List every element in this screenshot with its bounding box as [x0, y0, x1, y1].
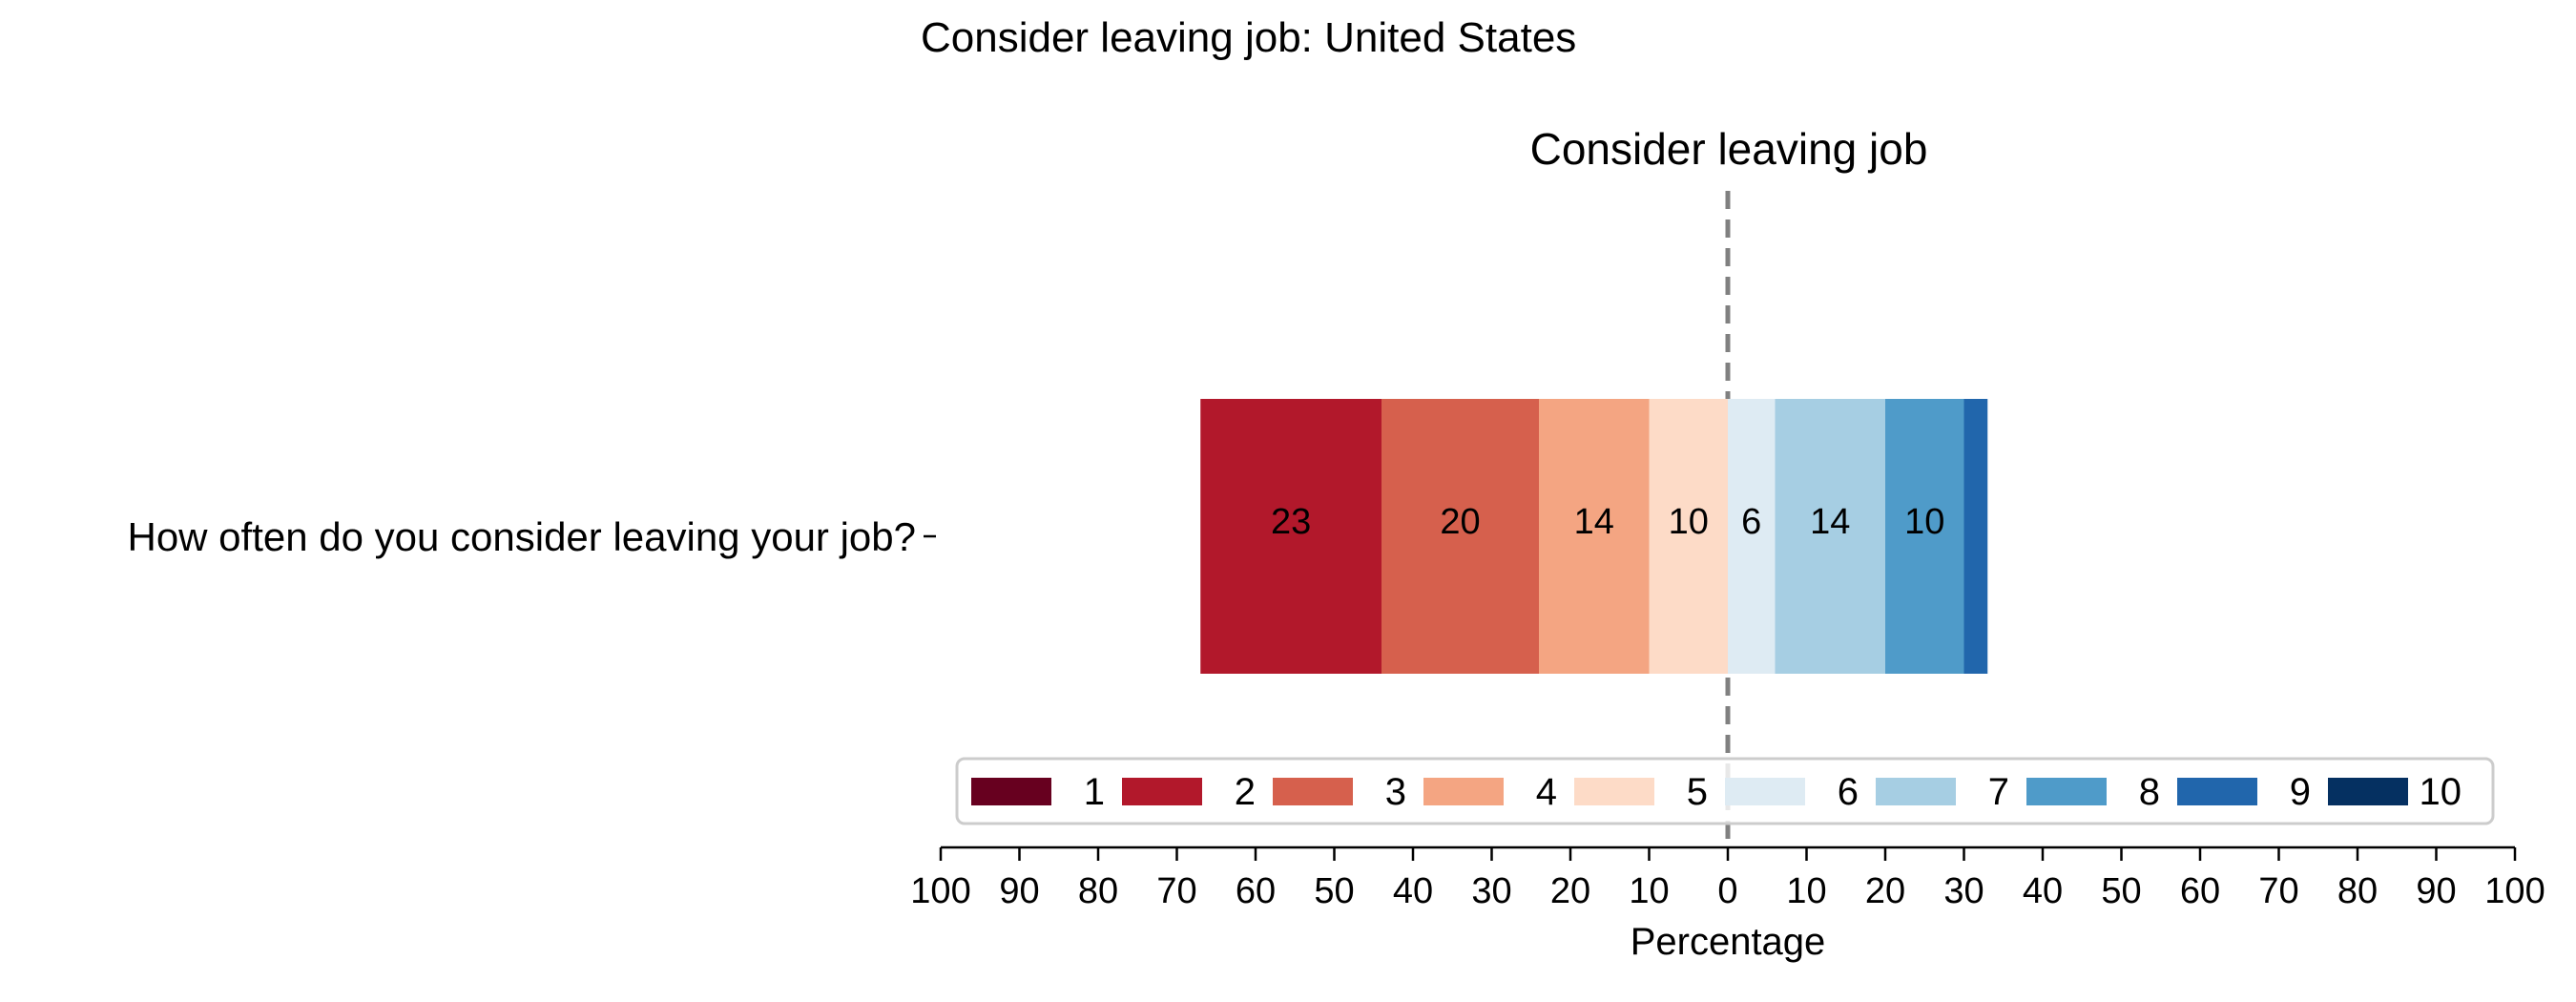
- bar-data-labels: 23 20 14 10 6 14 10: [1271, 502, 1944, 542]
- bar-segment-9: [1963, 399, 1988, 674]
- data-label-6: 6: [1741, 502, 1761, 542]
- legend-swatch-7: [1876, 778, 1956, 805]
- x-tick-label: 20: [1550, 871, 1590, 911]
- data-label-2: 23: [1271, 502, 1311, 542]
- x-tick-label: 50: [1314, 871, 1354, 911]
- legend-label-7: 7: [1988, 771, 2009, 813]
- legend-label-2: 2: [1235, 771, 1256, 813]
- data-label-4: 14: [1574, 502, 1614, 542]
- bar-segment-7: [1775, 399, 1885, 674]
- data-label-5: 10: [1669, 502, 1709, 542]
- y-axis-category-labels: How often do you consider leaving your j…: [127, 514, 936, 559]
- x-tick-label: 90: [999, 871, 1039, 911]
- legend-label-4: 4: [1536, 771, 1557, 813]
- x-tick-label: 70: [1156, 871, 1196, 911]
- legend-swatch-10: [2328, 778, 2408, 805]
- legend-swatch-8: [2026, 778, 2107, 805]
- x-tick-label: 60: [1236, 871, 1276, 911]
- x-tick-label: 80: [2337, 871, 2378, 911]
- x-axis-label: Percentage: [1631, 921, 1826, 963]
- bar-segment-8: [1885, 399, 1964, 674]
- category-label: How often do you consider leaving your j…: [127, 514, 916, 559]
- x-tick-label: 20: [1865, 871, 1905, 911]
- x-tick-label: 10: [1629, 871, 1669, 911]
- data-label-7: 14: [1810, 502, 1850, 542]
- legend-swatch-3: [1273, 778, 1353, 805]
- legend-swatch-6: [1725, 778, 1805, 805]
- legend-swatch-4: [1423, 778, 1504, 805]
- x-tick-label: 100: [2484, 871, 2545, 911]
- x-tick-label: 60: [2180, 871, 2220, 911]
- legend-label-8: 8: [2139, 771, 2160, 813]
- x-tick-label: 40: [2023, 871, 2063, 911]
- chart-title: Consider leaving job: United States: [921, 14, 1576, 61]
- legend-swatch-9: [2177, 778, 2257, 805]
- legend-label-9: 9: [2290, 771, 2311, 813]
- x-tick-label: 100: [910, 871, 970, 911]
- x-tick-label: 50: [2101, 871, 2141, 911]
- x-tick-label: 70: [2258, 871, 2298, 911]
- legend-swatch-1: [971, 778, 1051, 805]
- legend-label-3: 3: [1385, 771, 1406, 813]
- data-label-8: 10: [1904, 502, 1944, 542]
- legend: 1 2 3 4 5 6 7 8 9 10: [955, 757, 2495, 825]
- x-axis: 100 90 80 70 60 50 40 30 20 10 0 10 20 30 40 50 60 70 80 90…: [910, 845, 2545, 911]
- x-tick-label: 90: [2416, 871, 2456, 911]
- bar-segment-3: [1381, 399, 1539, 674]
- legend-label-6: 6: [1838, 771, 1859, 813]
- legend-label-1: 1: [1084, 771, 1105, 813]
- x-tick-label: 30: [1943, 871, 1984, 911]
- legend-swatch-2: [1122, 778, 1202, 805]
- x-tick-label: 0: [1717, 871, 1737, 911]
- x-tick-label: 40: [1393, 871, 1433, 911]
- legend-swatch-5: [1574, 778, 1654, 805]
- bar-segment-4: [1539, 399, 1650, 674]
- x-tick-label: 30: [1471, 871, 1511, 911]
- legend-label-10: 10: [2420, 771, 2462, 813]
- bar-segment-6: [1728, 399, 1776, 674]
- chart-subtitle: Consider leaving job: [1530, 124, 1928, 174]
- x-tick-label: 10: [1786, 871, 1826, 911]
- bar-segment-2: [1200, 399, 1381, 674]
- bar-segment-5: [1649, 399, 1728, 674]
- x-tick-label: 80: [1078, 871, 1118, 911]
- bar-segments: [1200, 399, 1988, 674]
- legend-label-5: 5: [1687, 771, 1708, 813]
- data-label-3: 20: [1440, 502, 1480, 542]
